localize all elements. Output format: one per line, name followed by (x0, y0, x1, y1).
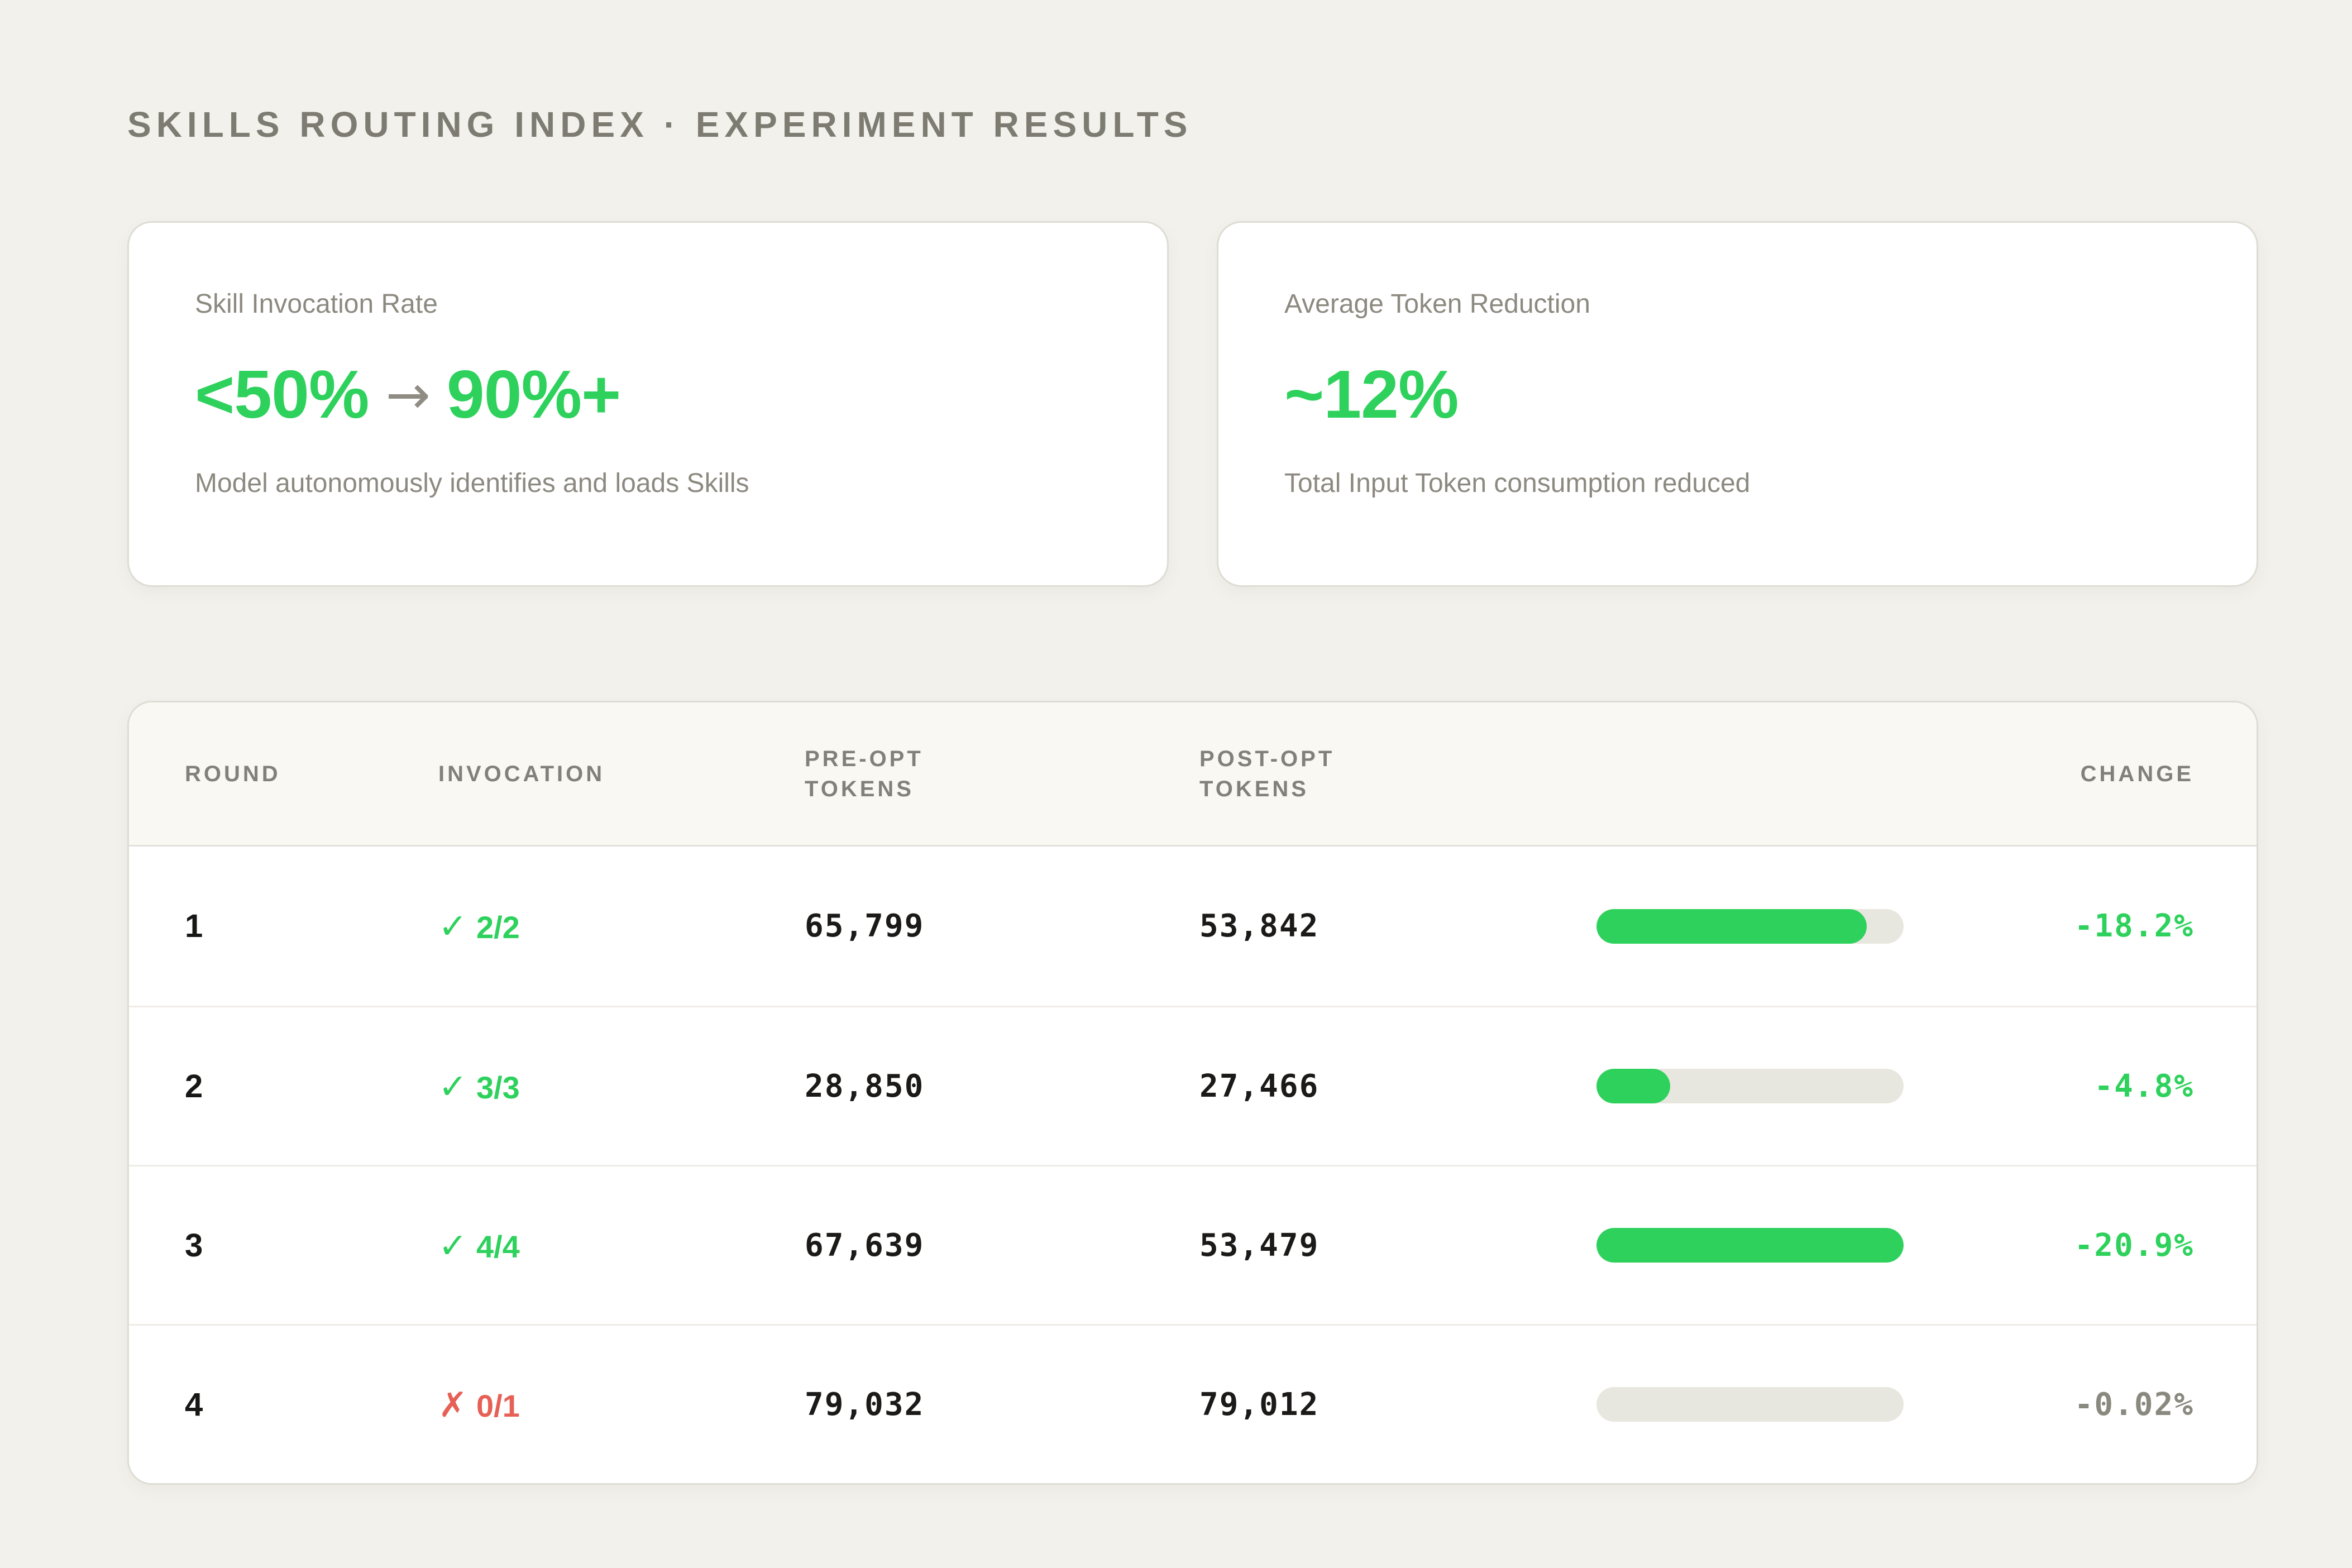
dashboard: SKILLS ROUTING INDEX · EXPERIMENT RESULT… (127, 0, 2258, 1485)
post-opt-tokens-cell: 27,466 (1199, 1068, 1320, 1105)
card-value: <50% → 90%+ (195, 355, 1101, 433)
cross-icon: ✗ (438, 1384, 467, 1425)
invocation-cell: ✓ 2/2 (438, 906, 805, 946)
card-label: Average Token Reduction (1284, 289, 1590, 319)
reduction-bar-cell (1596, 1387, 1928, 1422)
results-table: ROUND INVOCATION PRE-OPT TOKENS POST-OPT… (127, 701, 2258, 1485)
invocation-count: 0/1 (476, 1388, 520, 1423)
round-cell: 3 (185, 1227, 203, 1264)
table-row: 3 ✓ 4/4 67,639 53,479 -20.9% (129, 1165, 2257, 1324)
change-cell: -20.9% (2074, 1227, 2194, 1264)
card-label: Skill Invocation Rate (195, 289, 438, 319)
invocation-count: 3/3 (476, 1069, 520, 1105)
pre-opt-tokens-cell: 79,032 (805, 1386, 925, 1423)
bar-fill (1596, 1228, 1904, 1263)
round-cell: 4 (185, 1386, 203, 1423)
change-cell: -0.02% (2074, 1386, 2194, 1423)
table-body: 1 ✓ 2/2 65,799 53,842 -18.2% 2 ✓ 3/3 28,850 27,466… (129, 847, 2257, 1483)
change-cell: -4.8% (2094, 1068, 2194, 1105)
round-cell: 2 (185, 1068, 203, 1105)
bar-fill (1596, 1069, 1670, 1103)
invocation-cell: ✗ 0/1 (438, 1384, 805, 1425)
column-header-invocation: INVOCATION (438, 761, 605, 786)
reduction-bar-cell (1596, 1069, 1928, 1103)
bar-track (1596, 909, 1904, 944)
card-value: ~12% (1284, 356, 1459, 432)
bar-track (1596, 1069, 1904, 1103)
invocation-cell: ✓ 3/3 (438, 1066, 805, 1107)
value-after: 90%+ (446, 356, 621, 432)
check-icon: ✓ (438, 1225, 467, 1266)
pre-opt-tokens-cell: 65,799 (805, 908, 925, 944)
arrow-right-icon: → (385, 364, 430, 426)
stat-cards: Skill Invocation Rate <50% → 90%+ Model au… (127, 221, 2258, 587)
pre-opt-tokens-cell: 28,850 (805, 1068, 925, 1105)
post-opt-tokens-cell: 79,012 (1199, 1386, 1320, 1423)
check-icon: ✓ (438, 1065, 467, 1107)
table-row: 4 ✗ 0/1 79,032 79,012 -0.02% (129, 1324, 2257, 1483)
invocation-count: 4/4 (476, 1228, 520, 1264)
post-opt-tokens-cell: 53,842 (1199, 908, 1320, 944)
bar-track (1596, 1228, 1904, 1263)
column-header-change: CHANGE (2080, 761, 2194, 786)
column-header-round: ROUND (185, 761, 281, 786)
bar-fill (1596, 909, 1867, 944)
post-opt-tokens-cell: 53,479 (1199, 1227, 1320, 1264)
stat-card-skill-invocation-rate: Skill Invocation Rate <50% → 90%+ Model au… (127, 221, 1169, 587)
stat-card-average-token-reduction: Average Token Reduction ~12% Total Input… (1217, 221, 2258, 587)
invocation-count: 2/2 (476, 910, 520, 945)
card-description: Total Input Token consumption reduced (1284, 469, 1751, 498)
invocation-cell: ✓ 4/4 (438, 1225, 805, 1266)
table-row: 1 ✓ 2/2 65,799 53,842 -18.2% (129, 847, 2257, 1006)
check-icon: ✓ (438, 906, 467, 946)
reduction-bar-cell (1596, 1228, 1928, 1263)
pre-opt-tokens-cell: 67,639 (805, 1227, 925, 1264)
bar-track (1596, 1387, 1904, 1422)
column-header-post-opt-tokens: POST-OPT TOKENS (1199, 746, 1335, 801)
table-header-row: ROUND INVOCATION PRE-OPT TOKENS POST-OPT… (129, 702, 2257, 847)
round-cell: 1 (185, 908, 203, 944)
card-description: Model autonomously identifies and loads … (195, 469, 749, 498)
table-row: 2 ✓ 3/3 28,850 27,466 -4.8% (129, 1006, 2257, 1165)
page-title: SKILLS ROUTING INDEX · EXPERIMENT RESULT… (127, 104, 1193, 145)
reduction-bar-cell (1596, 909, 1928, 944)
column-header-pre-opt-tokens: PRE-OPT TOKENS (805, 746, 924, 801)
change-cell: -18.2% (2074, 908, 2194, 944)
value-before: <50% (195, 356, 369, 432)
